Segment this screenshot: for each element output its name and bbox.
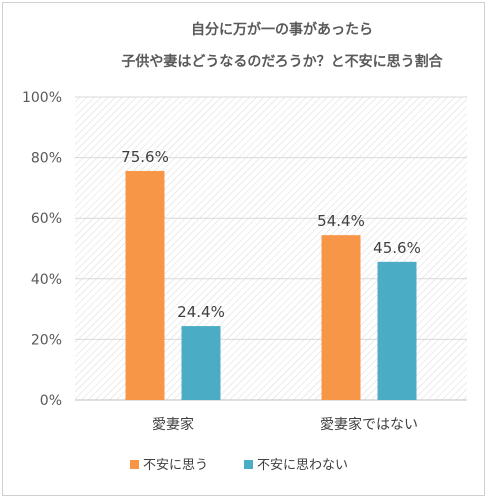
bar-not-worried [181, 326, 221, 400]
category-label: 愛妻家 [152, 416, 194, 433]
chart-title-line-2: 子供や妻はどうなるのだろうか？と不安に思う割合 [121, 53, 443, 70]
legend-label-not-worried: 不安に思わない [257, 458, 348, 473]
data-label: 54.4% [317, 212, 365, 230]
y-tick-label: 40% [31, 272, 62, 288]
category-label: 愛妻家ではない [320, 416, 418, 433]
legend: 不安に思う 不安に思わない [130, 458, 348, 473]
legend-swatch-not-worried [244, 460, 253, 469]
x-axis-categories: 愛妻家 愛妻家ではない [152, 416, 418, 433]
y-tick-label: 0% [40, 393, 62, 409]
y-tick-label: 80% [31, 151, 62, 167]
y-tick-label: 20% [31, 332, 62, 348]
data-label: 45.6% [373, 239, 421, 257]
chart-title-line-1: 自分に万が一の事があったら [191, 21, 373, 38]
y-tick-label: 100% [22, 90, 62, 106]
data-label: 75.6% [121, 148, 169, 166]
y-axis-ticks: 0% 20% 40% 60% 80% 100% [22, 90, 62, 409]
bar-worried [125, 170, 165, 400]
bars: 75.6% 24.4% 54.4% 45.6% [121, 148, 421, 400]
y-tick-label: 60% [31, 211, 62, 227]
bar-not-worried [377, 261, 417, 400]
bar-worried [321, 235, 361, 400]
legend-swatch-worried [130, 460, 139, 469]
data-label: 24.4% [177, 303, 225, 321]
legend-label-worried: 不安に思う [143, 458, 208, 473]
